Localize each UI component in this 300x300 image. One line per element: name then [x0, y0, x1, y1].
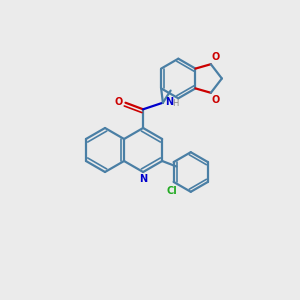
- Text: O: O: [212, 95, 220, 105]
- Text: O: O: [114, 97, 122, 107]
- Text: Cl: Cl: [166, 186, 177, 196]
- Text: N: N: [139, 174, 147, 184]
- Text: O: O: [212, 52, 220, 62]
- Text: H: H: [172, 99, 178, 108]
- Text: N: N: [165, 97, 173, 107]
